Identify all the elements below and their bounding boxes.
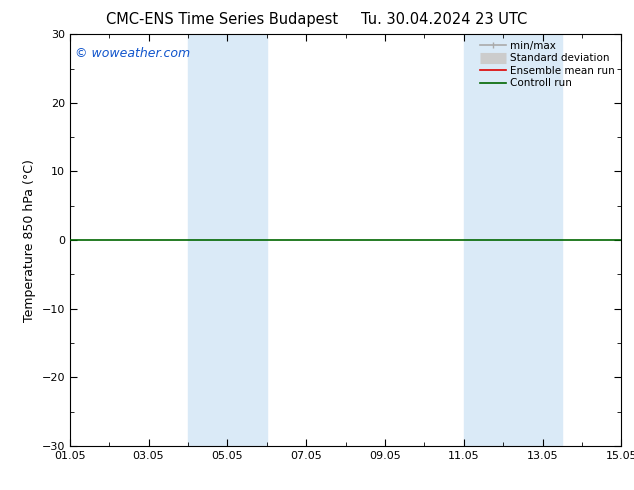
Y-axis label: Temperature 850 hPa (°C): Temperature 850 hPa (°C) (23, 159, 36, 321)
Bar (188, 34, 267, 446)
Text: Tu. 30.04.2024 23 UTC: Tu. 30.04.2024 23 UTC (361, 12, 527, 27)
Text: © woweather.com: © woweather.com (75, 47, 190, 60)
Legend: min/max, Standard deviation, Ensemble mean run, Controll run: min/max, Standard deviation, Ensemble me… (477, 37, 618, 92)
Text: CMC-ENS Time Series Budapest: CMC-ENS Time Series Budapest (106, 12, 338, 27)
Bar (463, 34, 562, 446)
